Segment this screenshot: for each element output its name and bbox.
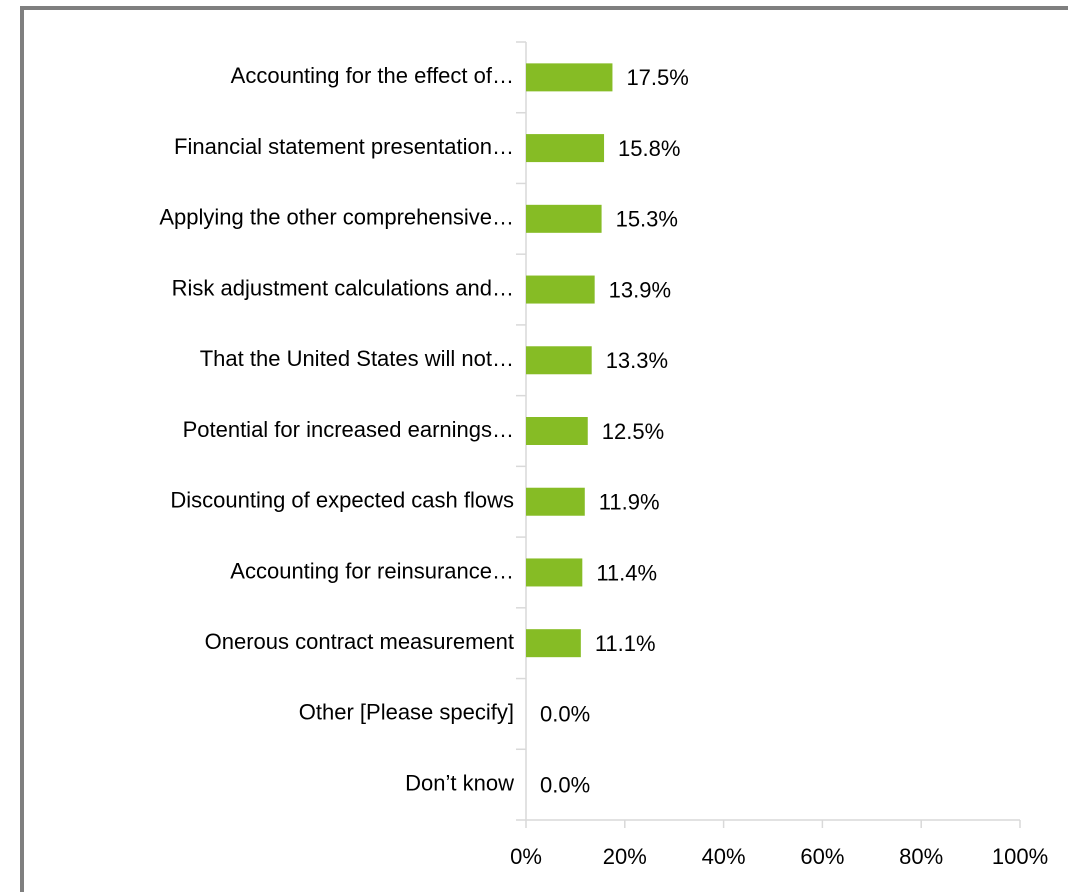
y-tick-label: Potential for increased earnings… [183,417,514,442]
value-label: 13.3% [606,348,668,373]
value-label: 11.4% [596,560,657,585]
y-tick-label: That the United States will not… [200,346,514,371]
x-tick-label: 20% [603,844,647,869]
bar [526,204,602,233]
bar [526,63,613,92]
bar [526,275,595,304]
bar [526,629,581,658]
x-tick-label: 40% [702,844,746,869]
y-tick-label: Onerous contract measurement [205,629,514,654]
value-label: 0.0% [540,702,590,727]
value-label: 17.5% [626,65,688,90]
y-tick-label: Financial statement presentation… [174,134,514,159]
value-label: 15.3% [616,207,678,232]
x-tick-label: 0% [510,844,542,869]
value-label: 15.8% [618,136,680,161]
y-tick-label: Applying the other comprehensive… [159,205,514,230]
y-tick-label: Risk adjustment calculations and… [172,275,514,300]
value-label: 11.9% [599,490,660,515]
bar [526,134,605,163]
value-label: 13.9% [609,277,671,302]
value-label: 0.0% [540,772,590,797]
y-tick-label: Discounting of expected cash flows [170,488,514,513]
bar [526,558,583,587]
bar [526,417,588,445]
y-tick-label: Other [Please specify] [299,700,514,725]
y-tick-label: Don’t know [405,770,514,795]
x-tick-label: 100% [992,844,1048,869]
x-tick-label: 60% [800,844,844,869]
y-tick-label: Accounting for reinsurance… [230,558,514,583]
y-tick-label: Accounting for the effect of… [231,63,514,88]
x-tick-label: 80% [899,844,943,869]
bar [526,346,592,375]
value-label: 11.1% [595,631,656,656]
bar [526,487,585,516]
value-label: 12.5% [602,419,664,444]
frame [20,6,1068,892]
